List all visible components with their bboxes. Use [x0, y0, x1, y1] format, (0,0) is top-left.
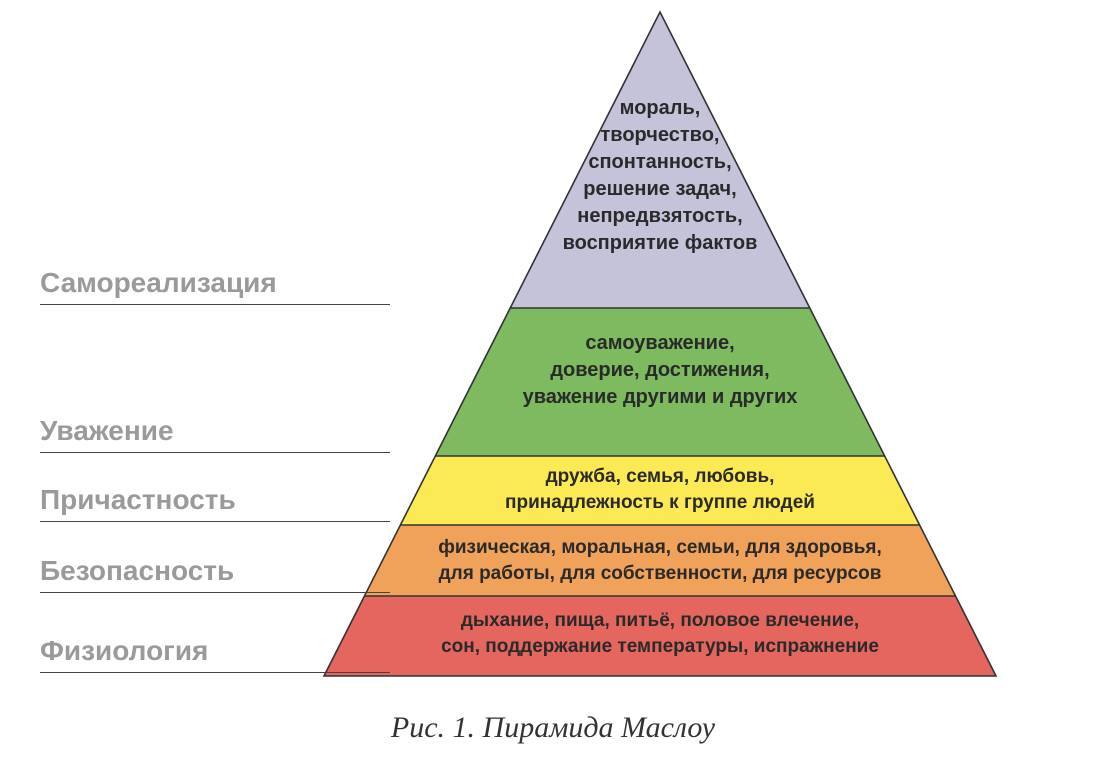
level-description-2: дружба, семья, любовь,принадлежность к г…	[350, 464, 970, 515]
level-description-1: физическая, моральная, семьи, для здоров…	[350, 535, 970, 586]
category-label-1: Уважение	[40, 415, 390, 453]
category-label-2: Причастность	[40, 484, 390, 522]
maslow-pyramid-diagram: Самореализация Уважение Причастность Безопа…	[0, 0, 1106, 763]
category-label-3: Безопасность	[40, 555, 390, 593]
category-label-0: Самореализация	[40, 267, 390, 305]
figure-caption: Рис. 1. Пирамида Маслоу	[0, 711, 1106, 745]
level-description-0: дыхание, пища, питьё, половое влечение,с…	[350, 608, 970, 659]
category-label-4: Физиология	[40, 635, 390, 673]
level-description-4: мораль,творчество,спонтанность,решение з…	[350, 95, 970, 257]
level-description-3: самоуважение,доверие, достижения,уважени…	[350, 330, 970, 411]
